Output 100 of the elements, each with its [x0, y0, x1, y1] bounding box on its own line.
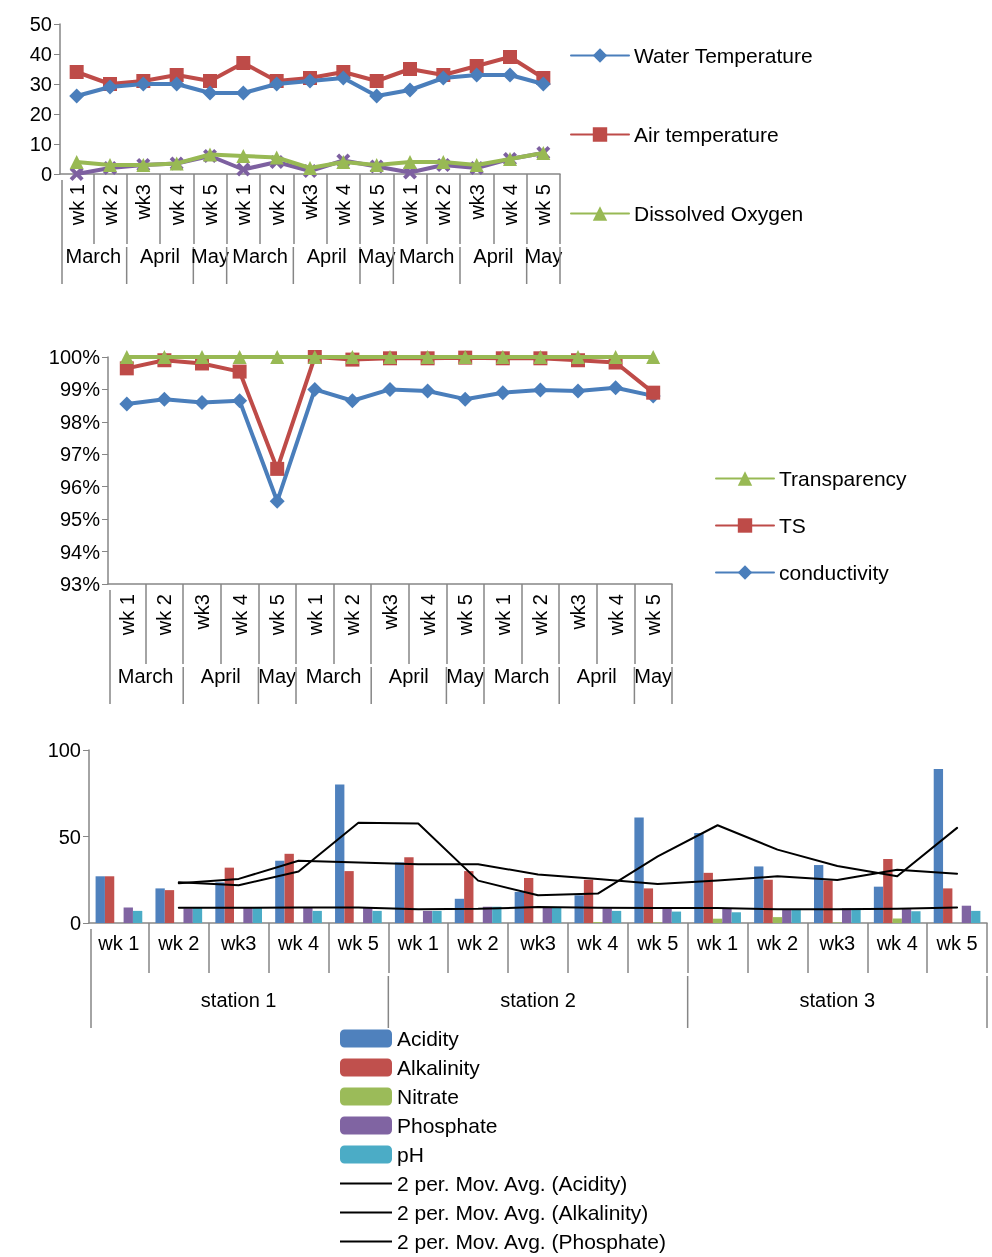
legend-label: conductivity: [779, 561, 890, 584]
x-tick-label: wk3: [219, 932, 257, 954]
y-tick-label: 50: [58, 825, 81, 848]
x-tick-label: wk 1: [97, 932, 140, 954]
legend-label: 2 per. Mov. Avg. (Acidity): [397, 1172, 628, 1195]
y-tick-label: 98%: [59, 410, 101, 433]
bar: [731, 912, 741, 923]
bar: [95, 876, 105, 923]
text: May: [357, 245, 396, 267]
bar: [791, 910, 801, 923]
x-tick-label: wk 4: [875, 932, 918, 954]
point: [457, 391, 473, 407]
bar: [901, 909, 912, 923]
legend-label: Air temperature: [634, 123, 779, 146]
bar: [312, 910, 322, 923]
point: [119, 350, 134, 364]
text: April: [306, 245, 347, 267]
legend-label: Alkalinity: [397, 1056, 481, 1079]
x-tick-label: wk 5: [532, 184, 555, 227]
point: [344, 393, 360, 409]
legend-label: pH: [397, 1143, 424, 1166]
bar: [712, 918, 723, 923]
point: [236, 149, 251, 163]
y-tick-label: 99%: [59, 378, 101, 401]
bar: [933, 769, 944, 923]
x-tick-label: wk 5: [365, 184, 388, 227]
x-tick-label: wk 4: [332, 184, 355, 227]
point: [156, 391, 172, 407]
y-tick-label: 40: [29, 43, 52, 65]
point: [157, 350, 172, 364]
point: [69, 65, 84, 79]
x-tick-label: wk 2: [265, 184, 288, 227]
text: May: [258, 665, 297, 687]
point: [270, 350, 285, 364]
bar: [611, 910, 622, 923]
x-tick-label: wk3: [818, 932, 856, 954]
legend-label: 2 per. Mov. Avg. (Phosphate): [397, 1230, 666, 1253]
bar: [782, 910, 792, 923]
text: May: [446, 665, 485, 687]
point: [503, 50, 517, 64]
x-tick-label: wk 5: [636, 932, 679, 954]
y-tick-label: 20: [29, 103, 52, 125]
x-tick-label: wk 1: [696, 932, 739, 954]
point: [502, 67, 518, 83]
text: April: [139, 245, 181, 267]
bar: [754, 866, 764, 923]
point: [382, 381, 398, 397]
legend-label: Water Temperature: [634, 44, 813, 67]
x-tick-label: wk 2: [432, 184, 455, 227]
y-tick-label: 93%: [59, 573, 101, 595]
bar: [813, 865, 824, 923]
bar: [164, 890, 175, 923]
bar: [643, 888, 654, 923]
bar: [873, 886, 884, 923]
bar: [335, 784, 345, 923]
bar: [943, 888, 953, 923]
point: [570, 383, 586, 399]
text: March: [398, 245, 455, 267]
x-tick-label: wk3: [465, 184, 488, 221]
bar: [432, 910, 442, 923]
point: [302, 73, 318, 89]
point: [571, 350, 585, 364]
x-tick-label: wk 2: [157, 932, 200, 954]
x-tick-label: wk 4: [276, 932, 320, 954]
point: [646, 385, 661, 400]
point: [194, 394, 210, 410]
bar: [961, 905, 972, 923]
x-tick-label: wk 4: [499, 184, 521, 227]
text: April: [200, 665, 241, 687]
point: [232, 364, 247, 379]
y-tick-label: 100%: [48, 346, 101, 368]
point: [608, 380, 624, 396]
y-tick-label: 0: [40, 163, 52, 185]
x-tick-label: wk 2: [456, 932, 499, 954]
point: [102, 79, 118, 95]
bar: [671, 911, 682, 923]
point: [369, 88, 385, 104]
bar: [542, 907, 553, 923]
text: March: [65, 245, 122, 267]
x-tick-label: wk3: [191, 594, 213, 631]
legend-label: Dissolved Oxygen: [634, 202, 804, 225]
point: [169, 76, 185, 92]
bar: [722, 908, 732, 923]
point: [403, 155, 417, 169]
x-tick-label: wk 2: [755, 932, 799, 954]
bar: [634, 817, 644, 923]
x-tick-label: wk 5: [266, 594, 289, 637]
text: April: [388, 665, 429, 687]
point: [69, 155, 84, 169]
x-tick-label: wk3: [567, 594, 589, 631]
x-tick-label: wk3: [132, 184, 155, 221]
point: [269, 76, 285, 92]
bar: [123, 907, 133, 923]
bar: [662, 908, 672, 923]
y-tick-label: 97%: [59, 443, 101, 466]
x-tick-label: wk3: [299, 184, 321, 221]
bar: [763, 879, 773, 923]
point: [535, 76, 551, 92]
x-tick-label: wk 1: [232, 184, 255, 227]
bar: [344, 871, 354, 923]
